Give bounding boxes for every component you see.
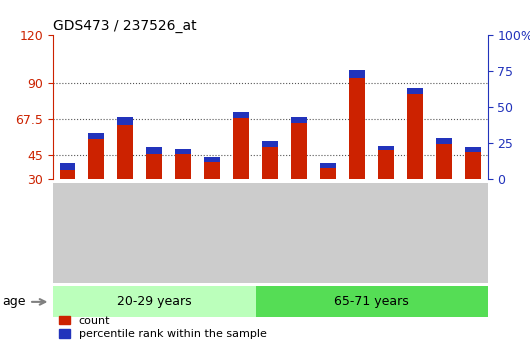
Bar [146, 154, 162, 179]
Bar [436, 144, 452, 179]
Bar [436, 138, 452, 144]
Bar [233, 112, 249, 118]
Bar [465, 152, 481, 179]
Bar [320, 163, 336, 168]
Bar [378, 146, 394, 150]
Bar [465, 147, 481, 152]
Bar [89, 133, 104, 139]
Bar [262, 141, 278, 147]
Bar [262, 147, 278, 179]
Text: 65-71 years: 65-71 years [334, 295, 409, 308]
Bar [407, 88, 423, 94]
Bar [292, 123, 307, 179]
Bar [205, 157, 220, 162]
Bar [292, 117, 307, 123]
Bar [205, 162, 220, 179]
Bar [175, 154, 191, 179]
Legend: count, percentile rank within the sample: count, percentile rank within the sample [58, 316, 267, 339]
Bar [59, 170, 75, 179]
Bar [146, 147, 162, 154]
Bar [349, 78, 365, 179]
Bar [175, 149, 191, 154]
Bar [407, 94, 423, 179]
Text: age: age [3, 295, 26, 308]
Bar [118, 117, 134, 125]
Bar [59, 163, 75, 170]
Bar [320, 168, 336, 179]
Bar [233, 118, 249, 179]
Bar [349, 70, 365, 78]
Bar [89, 139, 104, 179]
Bar [378, 150, 394, 179]
Bar [118, 125, 134, 179]
Text: GDS473 / 237526_at: GDS473 / 237526_at [53, 19, 197, 33]
Text: 20-29 years: 20-29 years [117, 295, 192, 308]
